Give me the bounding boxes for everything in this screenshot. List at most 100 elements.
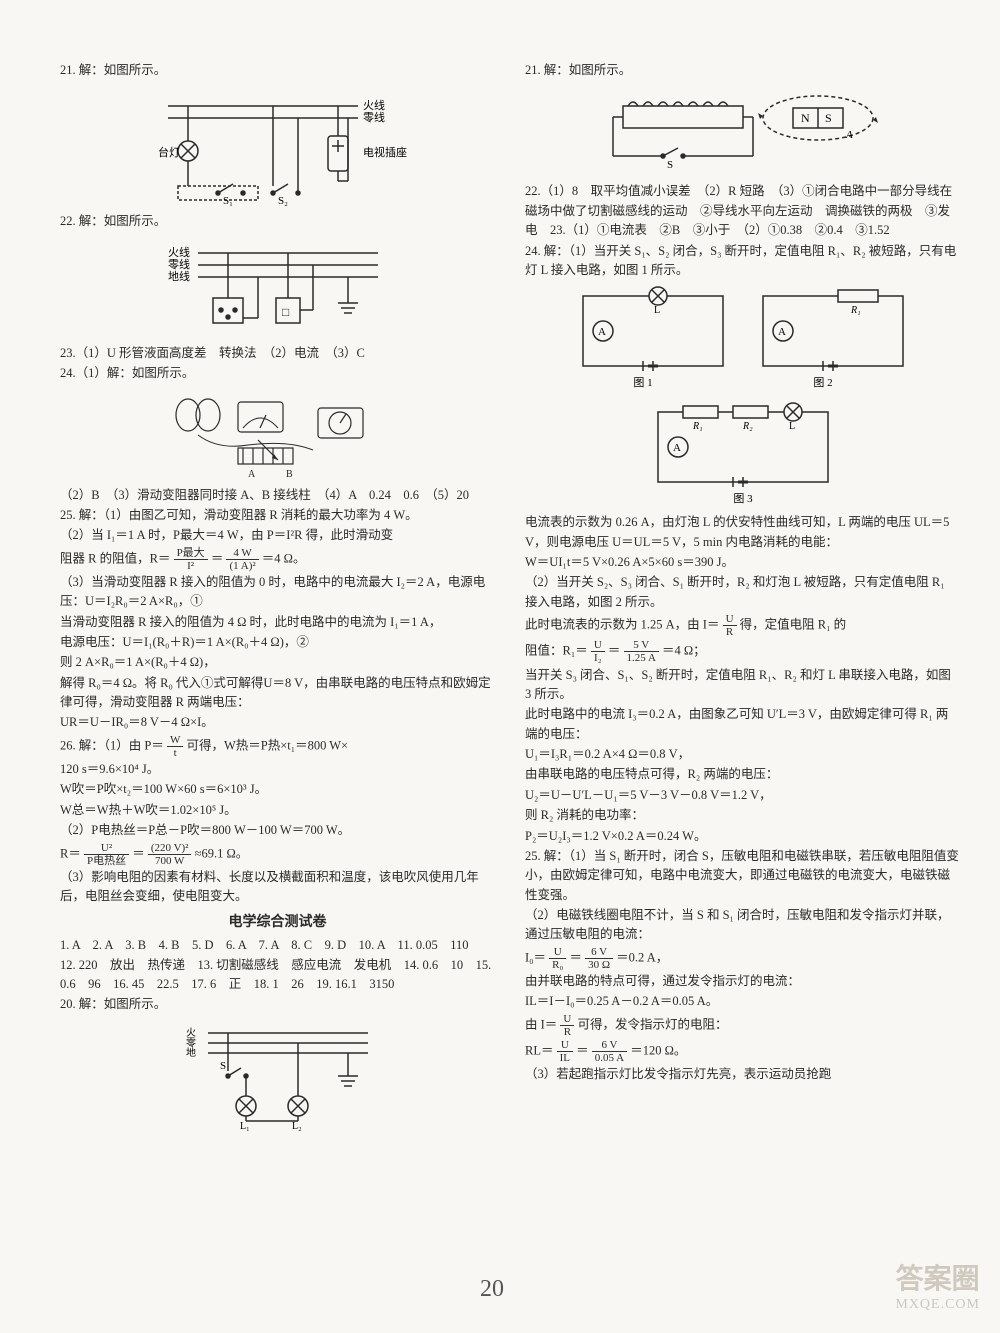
svg-text:R₁: R₁ <box>692 421 703 432</box>
svg-text:图 3: 图 3 <box>733 492 753 505</box>
svg-text:地线: 地线 <box>168 269 190 283</box>
fig1: A L 图 1 <box>568 281 738 391</box>
svg-text:地: 地 <box>186 1046 196 1059</box>
circuit-row: A L 图 1 A R₁ 图 2 <box>525 281 960 391</box>
fig3: A R₁ R₂ L 图 3 <box>643 397 843 507</box>
svg-text:L: L <box>789 421 795 432</box>
test-title: 电学综合测试卷 <box>60 912 495 934</box>
svg-text:S: S <box>220 1060 226 1072</box>
svg-text:S₁: S₁ <box>223 195 233 206</box>
fraction: U²P电热丝 <box>84 842 129 867</box>
fig2: A R₁ 图 2 <box>748 281 918 391</box>
r-q24-p6: 阻值：R₁＝ UI₂ ＝ 5 V1.25 A ＝4 Ω； <box>525 639 960 664</box>
fraction: 4 W(1 A)² <box>226 547 258 572</box>
svg-text:S: S <box>825 111 832 125</box>
watermark: 答案圈 MXQE.COM <box>895 1257 980 1313</box>
r-q25-p4: 由并联电路的特点可得，通过发令指示灯的电流： <box>525 972 960 991</box>
r-q24-p5: 此时电流表的示数为 1.25 A，由 I＝ UR 得，定值电阻 R₁ 的 <box>525 613 960 638</box>
page-number: 20 <box>480 1276 504 1303</box>
text: ＝ <box>569 950 582 964</box>
r-q25-p3: I₀＝ UR₀ ＝ 6 V30 Ω ＝0.2 A， <box>525 946 960 971</box>
fraction: Wt <box>167 734 183 759</box>
svg-text:□: □ <box>282 305 289 319</box>
svg-text:A: A <box>845 129 853 141</box>
r-q21-figure: N S A S <box>593 86 893 176</box>
r-q24-p11: U₂＝U－U′L－U₁＝5 V－3 V－0.8 V＝1.2 V， <box>525 786 960 805</box>
text: 可得，发令指示灯的电阻： <box>578 1017 728 1031</box>
q20-figure: 火 零 地 S L₁ L₂ <box>168 1021 388 1131</box>
q26-p4: W总＝W热＋W吹＝1.02×10⁵ J。 <box>60 801 495 820</box>
watermark-top: 答案圈 <box>895 1257 980 1297</box>
svg-text:S₂: S₂ <box>278 195 288 206</box>
q25-p6: 则 2 A×R₀＝1 A×(R₀＋4 Ω)， <box>60 653 495 672</box>
q20: 20. 解：如图所示。 <box>60 995 495 1014</box>
svg-text:N: N <box>801 111 810 125</box>
text: ＝ <box>576 1043 589 1057</box>
r-q24-p2: 电流表的示数为 0.26 A，由灯泡 L 的伏安特性曲线可知，L 两端的电压 U… <box>525 513 960 552</box>
text: 可得，W热＝P热×t₁＝800 W× <box>186 738 348 752</box>
svg-text:B: B <box>286 469 293 480</box>
text: 阻器 R 的阻值，R＝ <box>60 551 170 565</box>
q25-p4: 当滑动变阻器 R 接入的阻值为 4 Ω 时，此时电路中的电流为 I₁＝1 A， <box>60 613 495 632</box>
svg-text:图 1: 图 1 <box>633 376 652 389</box>
r-q24-head: 24. 解：（1）当开关 S₁、S₂ 闭合，S₃ 断开时，定值电阻 R₁、R₂ … <box>525 242 960 281</box>
r-q25-p1: 25. 解：（1）当 S₁ 断开时，闭合 S，压敏电阻和电磁铁串联，若压敏电阻阻… <box>525 847 960 905</box>
svg-text:零线: 零线 <box>168 257 190 271</box>
text: ＝ <box>608 644 621 658</box>
fraction: (220 V)²700 W <box>148 842 192 867</box>
svg-text:火线: 火线 <box>168 245 190 259</box>
svg-text:A: A <box>778 326 786 338</box>
r-q24-p13: P₂＝U₂I₃＝1.2 V×0.2 A＝0.24 W。 <box>525 827 960 846</box>
q21-left-figure: 火线 零线 电视插座 台灯 S₁ S₂ <box>148 86 408 206</box>
fraction: 6 V0.05 A <box>592 1039 627 1064</box>
svg-text:S: S <box>667 159 673 171</box>
left-column: 21. 解：如图所示。 火线 <box>60 60 495 1137</box>
q26-p3: W吹＝P吹×t₂＝100 W×60 s＝6×10³ J。 <box>60 780 495 799</box>
q26-p6: R＝ U²P电热丝 ＝ (220 V)²700 W ≈69.1 Ω。 <box>60 842 495 867</box>
r-q24-p9: U₁＝I₃R₁＝0.2 A×4 Ω＝0.8 V， <box>525 745 960 764</box>
text: ＝ <box>132 846 145 860</box>
text: 得，定值电阻 R₁ 的 <box>740 618 846 632</box>
svg-text:A: A <box>248 469 256 480</box>
text: 此时电流表的示数为 1.25 A，由 I＝ <box>525 618 719 632</box>
svg-text:L₁: L₁ <box>240 1121 250 1131</box>
text: R＝ <box>60 846 81 860</box>
fraction: UR <box>560 1013 574 1038</box>
q26-p5: （2）P电热丝＝P总－P吹＝800 W－100 W＝700 W。 <box>60 821 495 840</box>
svg-text:L₂: L₂ <box>292 1121 302 1131</box>
q25-p2a: （2）当 I₁＝1 A 时，P最大＝4 W，由 P＝I²R 得，此时滑动变 <box>60 526 495 545</box>
r-q24-p10: 由串联电路的电压特点可得，R₂ 两端的电压： <box>525 765 960 784</box>
q24-1: 24.（1）解：如图所示。 <box>60 364 495 383</box>
svg-text:零线: 零线 <box>363 110 385 124</box>
q22-label: 22. 解：如图所示。 <box>60 212 495 231</box>
q25-p2b: 阻器 R 的阻值，R＝ P最大I² ＝ 4 W(1 A)² ＝4 Ω。 <box>60 547 495 572</box>
fraction: UIL <box>557 1039 573 1064</box>
text: ＝ <box>211 551 224 565</box>
r-q25-p6: 由 I＝ UR 可得，发令指示灯的电阻： <box>525 1013 960 1038</box>
r-q21-label: 21. 解：如图所示。 <box>525 61 960 80</box>
fraction: UR <box>723 613 737 638</box>
text: ≈69.1 Ω。 <box>195 846 249 860</box>
q24-figure: A B <box>148 390 408 480</box>
text: RL＝ <box>525 1043 553 1057</box>
q26-p7: （3）影响电阻的因素有材料、长度以及横截面积和温度，该电吹风使用几年后，电阻丝会… <box>60 868 495 907</box>
svg-text:图 2: 图 2 <box>813 376 832 389</box>
fraction: 5 V1.25 A <box>624 639 659 664</box>
q24-2: （2）B （3）滑动变阻器同时接 A、B 接线柱 （4）A 0.24 0.6 （… <box>60 486 495 505</box>
svg-text:电视插座: 电视插座 <box>363 145 407 159</box>
q26-p2: 120 s＝9.6×10⁴ J。 <box>60 760 495 779</box>
r-q24-p4: （2）当开关 S₂、S₃ 闭合、S₁ 断开时，R₂ 和灯泡 L 被短路，只有定值… <box>525 573 960 612</box>
q22-left-figure: □ 火线 零线 地线 <box>158 238 398 338</box>
svg-text:A: A <box>673 442 681 454</box>
text: ＝4 Ω。 <box>262 551 306 565</box>
fraction: UR₀ <box>549 946 566 971</box>
text: 由 I＝ <box>525 1017 557 1031</box>
r-q25-p8: （3）若起跑指示灯比发令指示灯先亮，表示运动员抢跑 <box>525 1065 960 1084</box>
svg-text:台灯: 台灯 <box>158 145 180 159</box>
q25-p3: （3）当滑动变阻器 R 接入的阻值为 0 时，电路中的电流最大 I₂＝2 A，电… <box>60 573 495 612</box>
r-q25-p5: IL＝I－I₀＝0.25 A－0.2 A＝0.05 A。 <box>525 992 960 1011</box>
text: I₀＝ <box>525 950 546 964</box>
text: ＝4 Ω； <box>662 644 706 658</box>
q25-p7: 解得 R₀＝4 Ω。将 R₀ 代入①式可解得U＝8 V，由串联电路的电压特点和欧… <box>60 674 495 713</box>
svg-text:R₂: R₂ <box>742 421 753 432</box>
